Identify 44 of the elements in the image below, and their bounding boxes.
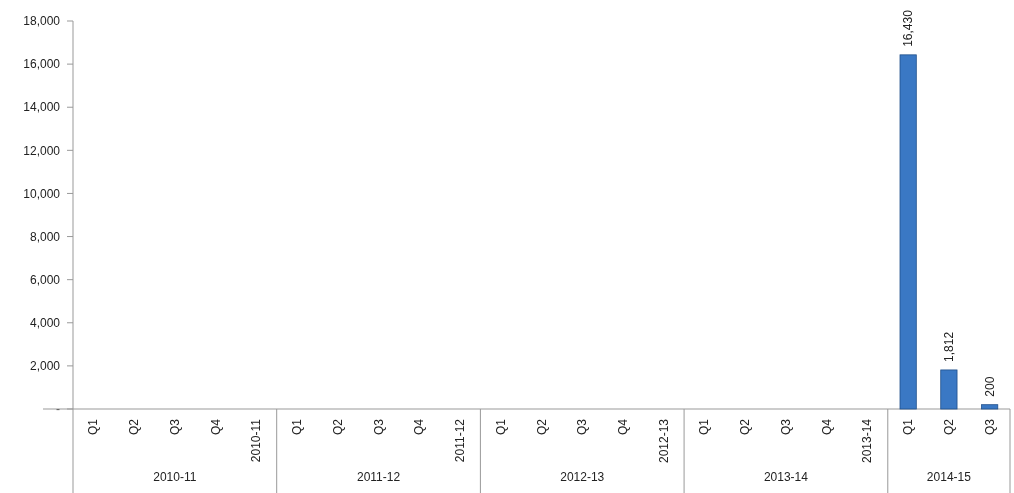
data-label: 200 <box>982 376 997 397</box>
y-tick-label: 6,000 <box>29 272 61 287</box>
x-tick-label: 2013-14 <box>860 418 875 464</box>
y-tick-label: 8,000 <box>29 229 61 244</box>
x-tick-label: Q4 <box>412 418 427 436</box>
y-tick-label: 18,000 <box>23 14 61 29</box>
x-tick-label: Q4 <box>208 418 223 436</box>
x-tick-label: Q1 <box>901 418 916 436</box>
text: 2010-11 <box>153 470 197 484</box>
y-tick-label: 12,000 <box>23 143 61 158</box>
x-tick-label: Q3 <box>778 418 793 436</box>
x-tick-label: Q3 <box>167 418 182 436</box>
bar <box>899 54 917 410</box>
bar <box>940 369 958 410</box>
x-tick-label: 2011-12 <box>453 418 468 463</box>
x-tick-label: Q2 <box>330 418 345 436</box>
x-tick-label: Q2 <box>534 418 549 436</box>
x-tick-label: Q4 <box>615 418 630 436</box>
x-tick-label: Q3 <box>371 418 386 436</box>
bar <box>981 404 999 410</box>
y-tick-label: - <box>56 402 60 417</box>
y-tick-label: 2,000 <box>29 359 61 374</box>
data-label: 16,430 <box>901 9 916 47</box>
x-tick-label: Q2 <box>941 418 956 436</box>
x-tick-label: Q1 <box>290 418 305 436</box>
x-tick-label: Q1 <box>697 418 712 436</box>
x-tick-label: 2012-13 <box>656 418 671 464</box>
x-tick-label: Q4 <box>819 418 834 436</box>
x-tick-label: Q1 <box>86 418 101 436</box>
x-tick-label: Q1 <box>493 418 508 436</box>
y-tick-label: 16,000 <box>23 57 61 72</box>
y-tick-label: 10,000 <box>23 186 61 201</box>
text: 2013-14 <box>763 470 809 484</box>
text: 2012-13 <box>560 470 605 484</box>
x-tick-label: Q3 <box>982 418 997 436</box>
x-tick-label: 2010-11 <box>249 418 264 463</box>
text: 2014-15 <box>926 470 972 484</box>
y-tick-label: 14,000 <box>23 100 61 115</box>
text: 2011-12 <box>356 470 401 484</box>
x-tick-label: Q2 <box>738 418 753 436</box>
data-label: 1,812 <box>941 331 956 362</box>
x-tick-label: Q3 <box>575 418 590 436</box>
x-tick-label: Q2 <box>127 418 142 436</box>
y-tick-label: 4,000 <box>29 315 61 330</box>
